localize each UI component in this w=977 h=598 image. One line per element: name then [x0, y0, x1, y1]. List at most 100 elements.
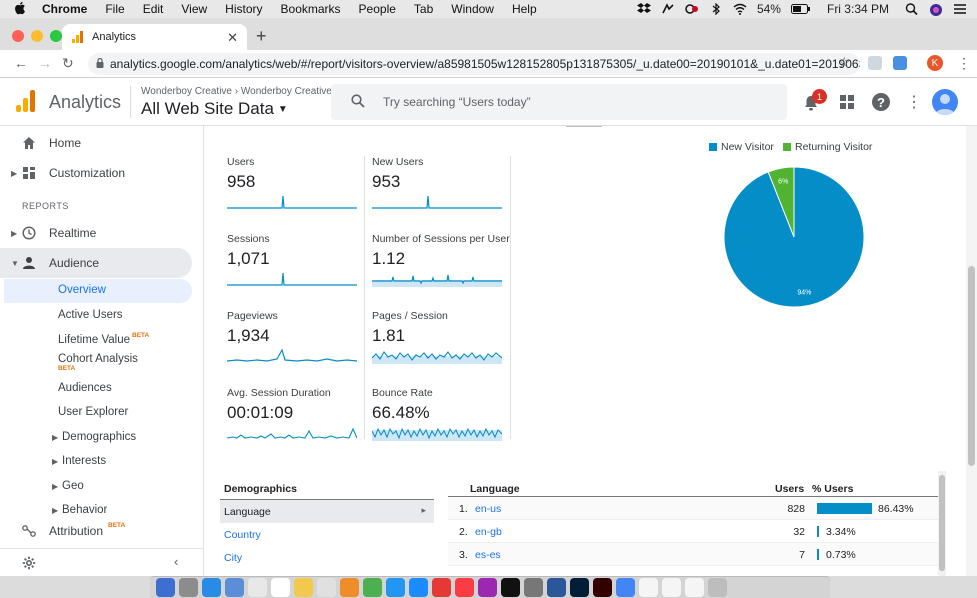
- menu-bookmarks[interactable]: Bookmarks: [280, 2, 341, 16]
- podcasts-dock-icon[interactable]: [478, 578, 497, 597]
- metric-new-users[interactable]: New Users 953: [372, 152, 512, 224]
- system-preferences-dock-icon[interactable]: [524, 578, 543, 597]
- metric-pages-per-session[interactable]: Pages / Session 1.81: [372, 306, 512, 378]
- notification-center-icon[interactable]: [953, 3, 967, 15]
- word-dock-icon[interactable]: [547, 578, 566, 597]
- bluetooth-icon[interactable]: [709, 2, 723, 16]
- new-tab-icon[interactable]: +: [256, 26, 267, 46]
- settings-gear-icon[interactable]: [22, 556, 36, 570]
- browser-tab[interactable]: Analytics ✕: [62, 24, 247, 50]
- creative-cloud-icon[interactable]: [685, 3, 699, 15]
- help-icon[interactable]: ?: [872, 93, 890, 111]
- nav-audience-overview[interactable]: Overview: [4, 279, 192, 303]
- tv-dock-icon[interactable]: [501, 578, 520, 597]
- col-users[interactable]: Users: [775, 483, 805, 495]
- menu-file[interactable]: File: [105, 2, 125, 16]
- row-language-link[interactable]: es-es: [475, 549, 501, 561]
- view-selector[interactable]: All Web Site Data ▼: [141, 99, 288, 119]
- nav-home[interactable]: Home: [0, 128, 192, 158]
- siri-icon[interactable]: [929, 3, 943, 16]
- dropbox-icon[interactable]: [636, 3, 651, 15]
- app-store-dock-icon[interactable]: [409, 578, 428, 597]
- illustrator-dock-icon[interactable]: [593, 578, 612, 597]
- nav-demographics[interactable]: Demographics: [62, 431, 137, 443]
- photoshop-dock-icon[interactable]: [570, 578, 589, 597]
- spotlight-icon[interactable]: [905, 3, 919, 16]
- menu-app-name[interactable]: Chrome: [42, 2, 88, 16]
- demographics-language-link[interactable]: Language ▸: [220, 500, 434, 523]
- page-scrollbar[interactable]: [966, 126, 977, 576]
- table-row[interactable]: 1. en-us 828 86.43%: [448, 497, 938, 520]
- metric-sessions[interactable]: Sessions 1,071: [227, 229, 367, 301]
- reminders-dock-icon[interactable]: [317, 578, 336, 597]
- metric-bounce-rate[interactable]: Bounce Rate 66.48%: [372, 383, 512, 455]
- metric-avg-session-duration[interactable]: Avg. Session Duration 00:01:09: [227, 383, 367, 455]
- finder-dock-icon[interactable]: [156, 578, 175, 597]
- zoom-window-button[interactable]: [50, 30, 62, 42]
- table-scroll-thumb[interactable]: [939, 475, 945, 571]
- account-avatar-icon[interactable]: [932, 89, 958, 115]
- close-tab-icon[interactable]: ✕: [227, 30, 238, 45]
- safari-dock-icon[interactable]: [202, 578, 221, 597]
- legend-new-visitor[interactable]: New Visitor: [709, 141, 774, 153]
- notes-dock-icon[interactable]: [248, 578, 267, 597]
- extension-icon[interactable]: [893, 56, 907, 70]
- reload-icon[interactable]: ↻: [62, 55, 74, 71]
- table-row[interactable]: 3. es-es 7 0.73%: [448, 543, 938, 566]
- launchpad-dock-icon[interactable]: [179, 578, 198, 597]
- forward-icon[interactable]: →: [38, 55, 52, 71]
- menu-tab[interactable]: Tab: [413, 2, 434, 16]
- extension-icon[interactable]: [868, 56, 882, 70]
- collapse-sidebar-icon[interactable]: ‹: [174, 554, 179, 569]
- menu-people[interactable]: People: [358, 2, 396, 16]
- wifi-icon[interactable]: [733, 3, 747, 15]
- nav-active-users[interactable]: Active Users: [58, 309, 123, 321]
- table-scrollbar[interactable]: [938, 471, 946, 576]
- more-options-icon[interactable]: ⋮: [906, 94, 922, 111]
- analytics-logo-icon[interactable]: [16, 90, 36, 112]
- nav-attribution[interactable]: Attribution BETA: [0, 516, 192, 546]
- account-breadcrumb[interactable]: Wonderboy Creative › Wonderboy Creative: [141, 86, 332, 97]
- battery-icon[interactable]: [790, 3, 811, 15]
- minimize-window-button[interactable]: [31, 30, 43, 42]
- row-language-link[interactable]: en-gb: [475, 526, 502, 538]
- page-scroll-thumb[interactable]: [968, 266, 975, 466]
- facetime-dock-icon[interactable]: [386, 578, 405, 597]
- profile-avatar[interactable]: K: [927, 55, 943, 71]
- nav-geo[interactable]: Geo: [62, 480, 84, 492]
- document-dock-icon[interactable]: [685, 578, 704, 597]
- row-language-link[interactable]: en-us: [475, 503, 502, 515]
- script-icon[interactable]: [661, 3, 675, 15]
- demographics-country-link[interactable]: Country: [224, 529, 261, 541]
- legend-returning-visitor[interactable]: Returning Visitor: [783, 141, 872, 153]
- trash-dock-icon[interactable]: [708, 578, 727, 597]
- nav-lifetime-value[interactable]: Lifetime Value BETA: [58, 332, 149, 346]
- document-dock-icon[interactable]: [662, 578, 681, 597]
- nav-user-explorer[interactable]: User Explorer: [58, 406, 129, 418]
- music-dock-icon[interactable]: [455, 578, 474, 597]
- pie-slice-returning-visitor[interactable]: [767, 166, 795, 238]
- preview-dock-icon[interactable]: [225, 578, 244, 597]
- metric-pageviews[interactable]: Pageviews 1,934: [227, 306, 367, 378]
- apple-menu-icon[interactable]: [14, 1, 28, 18]
- clock[interactable]: Fri 3:34 PM: [826, 2, 889, 16]
- nav-cohort-analysis[interactable]: Cohort Analysis BETA: [58, 353, 138, 372]
- metric-users[interactable]: Users 958: [227, 152, 367, 224]
- nav-customization[interactable]: ▶ Customization: [0, 158, 192, 188]
- menu-edit[interactable]: Edit: [142, 2, 164, 16]
- nav-behavior[interactable]: Behavior: [62, 504, 108, 515]
- messages-dock-icon[interactable]: [363, 578, 382, 597]
- browser-menu-icon[interactable]: ⋮: [957, 55, 971, 71]
- table-row[interactable]: 2. en-gb 32 3.34%: [448, 520, 938, 543]
- stickies-dock-icon[interactable]: [294, 578, 313, 597]
- menu-view[interactable]: View: [181, 2, 208, 16]
- nav-interests[interactable]: Interests: [62, 455, 107, 467]
- address-bar[interactable]: analytics.google.com/analytics/web/#/rep…: [88, 53, 860, 75]
- menu-window[interactable]: Window: [451, 2, 494, 16]
- news-dock-icon[interactable]: [432, 578, 451, 597]
- photos-dock-icon[interactable]: [340, 578, 359, 597]
- nav-audience[interactable]: ▼ Audience: [0, 248, 192, 278]
- search-bar[interactable]: Try searching “Users today”: [331, 84, 787, 120]
- calendar-dock-icon[interactable]: [271, 578, 290, 597]
- chrome-dock-icon[interactable]: [616, 578, 635, 597]
